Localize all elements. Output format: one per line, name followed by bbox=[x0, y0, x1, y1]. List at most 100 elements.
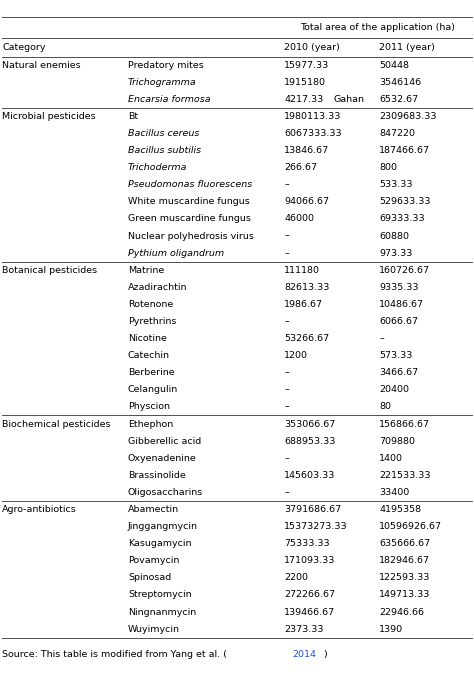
Text: 4217.33: 4217.33 bbox=[284, 95, 324, 104]
Text: 15977.33: 15977.33 bbox=[284, 61, 329, 70]
Text: –: – bbox=[284, 488, 289, 497]
Text: 171093.33: 171093.33 bbox=[284, 557, 336, 565]
Text: Natural enemies: Natural enemies bbox=[2, 61, 81, 70]
Text: 1400: 1400 bbox=[379, 454, 403, 462]
Text: Brassinolide: Brassinolide bbox=[128, 471, 186, 480]
Text: 3791686.67: 3791686.67 bbox=[284, 505, 342, 514]
Text: Ningnanmycin: Ningnanmycin bbox=[128, 608, 196, 617]
Text: –: – bbox=[284, 368, 289, 377]
Text: Jinggangmycin: Jinggangmycin bbox=[128, 522, 198, 531]
Text: 187466.67: 187466.67 bbox=[379, 146, 430, 155]
Text: 20400: 20400 bbox=[379, 385, 409, 394]
Text: 3546146: 3546146 bbox=[379, 78, 421, 87]
Text: Oxyenadenine: Oxyenadenine bbox=[128, 454, 197, 462]
Text: Nuclear polyhedrosis virus: Nuclear polyhedrosis virus bbox=[128, 232, 254, 241]
Text: 973.33: 973.33 bbox=[379, 249, 412, 258]
Text: Bacillus subtilis: Bacillus subtilis bbox=[128, 146, 201, 155]
Text: 69333.33: 69333.33 bbox=[379, 214, 425, 224]
Text: –: – bbox=[284, 402, 289, 411]
Text: 1915180: 1915180 bbox=[284, 78, 327, 87]
Text: Matrine: Matrine bbox=[128, 266, 164, 275]
Text: 53266.67: 53266.67 bbox=[284, 334, 329, 343]
Text: 1200: 1200 bbox=[284, 351, 309, 360]
Text: Rotenone: Rotenone bbox=[128, 300, 173, 309]
Text: 111180: 111180 bbox=[284, 266, 320, 275]
Text: 2373.33: 2373.33 bbox=[284, 625, 324, 634]
Text: 75333.33: 75333.33 bbox=[284, 539, 330, 548]
Text: White muscardine fungus: White muscardine fungus bbox=[128, 197, 250, 207]
Text: Gibberellic acid: Gibberellic acid bbox=[128, 436, 201, 445]
Text: 533.33: 533.33 bbox=[379, 180, 413, 190]
Text: 2014: 2014 bbox=[292, 650, 317, 659]
Text: 149713.33: 149713.33 bbox=[379, 591, 430, 599]
Text: 46000: 46000 bbox=[284, 214, 314, 224]
Text: 353066.67: 353066.67 bbox=[284, 419, 336, 428]
Text: Celangulin: Celangulin bbox=[128, 385, 178, 394]
Text: 688953.33: 688953.33 bbox=[284, 436, 336, 445]
Text: 635666.67: 635666.67 bbox=[379, 539, 430, 548]
Text: 6067333.33: 6067333.33 bbox=[284, 129, 342, 138]
Text: –: – bbox=[284, 249, 289, 258]
Text: Microbial pesticides: Microbial pesticides bbox=[2, 112, 96, 121]
Text: 2010 (year): 2010 (year) bbox=[284, 42, 340, 52]
Text: Encarsia formosa: Encarsia formosa bbox=[128, 95, 214, 104]
Text: 1390: 1390 bbox=[379, 625, 403, 634]
Text: Pseudomonas fluorescens: Pseudomonas fluorescens bbox=[128, 180, 252, 190]
Text: 800: 800 bbox=[379, 163, 397, 172]
Text: Biochemical pesticides: Biochemical pesticides bbox=[2, 419, 111, 428]
Text: 60880: 60880 bbox=[379, 232, 409, 241]
Text: 94066.67: 94066.67 bbox=[284, 197, 329, 207]
Text: 122593.33: 122593.33 bbox=[379, 574, 430, 582]
Text: Pyrethrins: Pyrethrins bbox=[128, 317, 176, 326]
Text: 33400: 33400 bbox=[379, 488, 410, 497]
Text: ): ) bbox=[323, 650, 327, 659]
Text: Predatory mites: Predatory mites bbox=[128, 61, 204, 70]
Text: 9335.33: 9335.33 bbox=[379, 283, 419, 292]
Text: Povamycin: Povamycin bbox=[128, 557, 179, 565]
Text: Category: Category bbox=[2, 42, 46, 52]
Text: 3466.67: 3466.67 bbox=[379, 368, 419, 377]
Text: 156866.67: 156866.67 bbox=[379, 419, 430, 428]
Text: –: – bbox=[284, 232, 289, 241]
Text: 6066.67: 6066.67 bbox=[379, 317, 418, 326]
Text: Oligosaccharins: Oligosaccharins bbox=[128, 488, 203, 497]
Text: Abamectin: Abamectin bbox=[128, 505, 179, 514]
Text: 2200: 2200 bbox=[284, 574, 309, 582]
Text: 709880: 709880 bbox=[379, 436, 415, 445]
Text: 182946.67: 182946.67 bbox=[379, 557, 430, 565]
Text: 2011 (year): 2011 (year) bbox=[379, 42, 435, 52]
Text: –: – bbox=[284, 385, 289, 394]
Text: 4195358: 4195358 bbox=[379, 505, 421, 514]
Text: Source: This table is modified from Yang et al. (: Source: This table is modified from Yang… bbox=[2, 650, 227, 659]
Text: 82613.33: 82613.33 bbox=[284, 283, 330, 292]
Text: 1980113.33: 1980113.33 bbox=[284, 112, 342, 121]
Text: 145603.33: 145603.33 bbox=[284, 471, 336, 480]
Text: 80: 80 bbox=[379, 402, 391, 411]
Text: –: – bbox=[284, 180, 289, 190]
Text: 266.67: 266.67 bbox=[284, 163, 318, 172]
Text: Kasugamycin: Kasugamycin bbox=[128, 539, 191, 548]
Text: Streptomycin: Streptomycin bbox=[128, 591, 191, 599]
Text: Botanical pesticides: Botanical pesticides bbox=[2, 266, 98, 275]
Text: 529633.33: 529633.33 bbox=[379, 197, 431, 207]
Text: 10596926.67: 10596926.67 bbox=[379, 522, 442, 531]
Text: 847220: 847220 bbox=[379, 129, 415, 138]
Text: 221533.33: 221533.33 bbox=[379, 471, 431, 480]
Text: 272266.67: 272266.67 bbox=[284, 591, 336, 599]
Text: Wuyimycin: Wuyimycin bbox=[128, 625, 180, 634]
Text: Nicotine: Nicotine bbox=[128, 334, 167, 343]
Text: 10486.67: 10486.67 bbox=[379, 300, 424, 309]
Text: Total area of the application (ha): Total area of the application (ha) bbox=[301, 23, 456, 32]
Text: –: – bbox=[284, 317, 289, 326]
Text: 139466.67: 139466.67 bbox=[284, 608, 336, 617]
Text: 50448: 50448 bbox=[379, 61, 409, 70]
Text: 13846.67: 13846.67 bbox=[284, 146, 329, 155]
Text: Azadirachtin: Azadirachtin bbox=[128, 283, 188, 292]
Text: 2309683.33: 2309683.33 bbox=[379, 112, 437, 121]
Text: 22946.66: 22946.66 bbox=[379, 608, 424, 617]
Text: Pythium oligandrum: Pythium oligandrum bbox=[128, 249, 224, 258]
Text: Berberine: Berberine bbox=[128, 368, 174, 377]
Text: Bacillus cereus: Bacillus cereus bbox=[128, 129, 200, 138]
Text: Spinosad: Spinosad bbox=[128, 574, 171, 582]
Text: 6532.67: 6532.67 bbox=[379, 95, 419, 104]
